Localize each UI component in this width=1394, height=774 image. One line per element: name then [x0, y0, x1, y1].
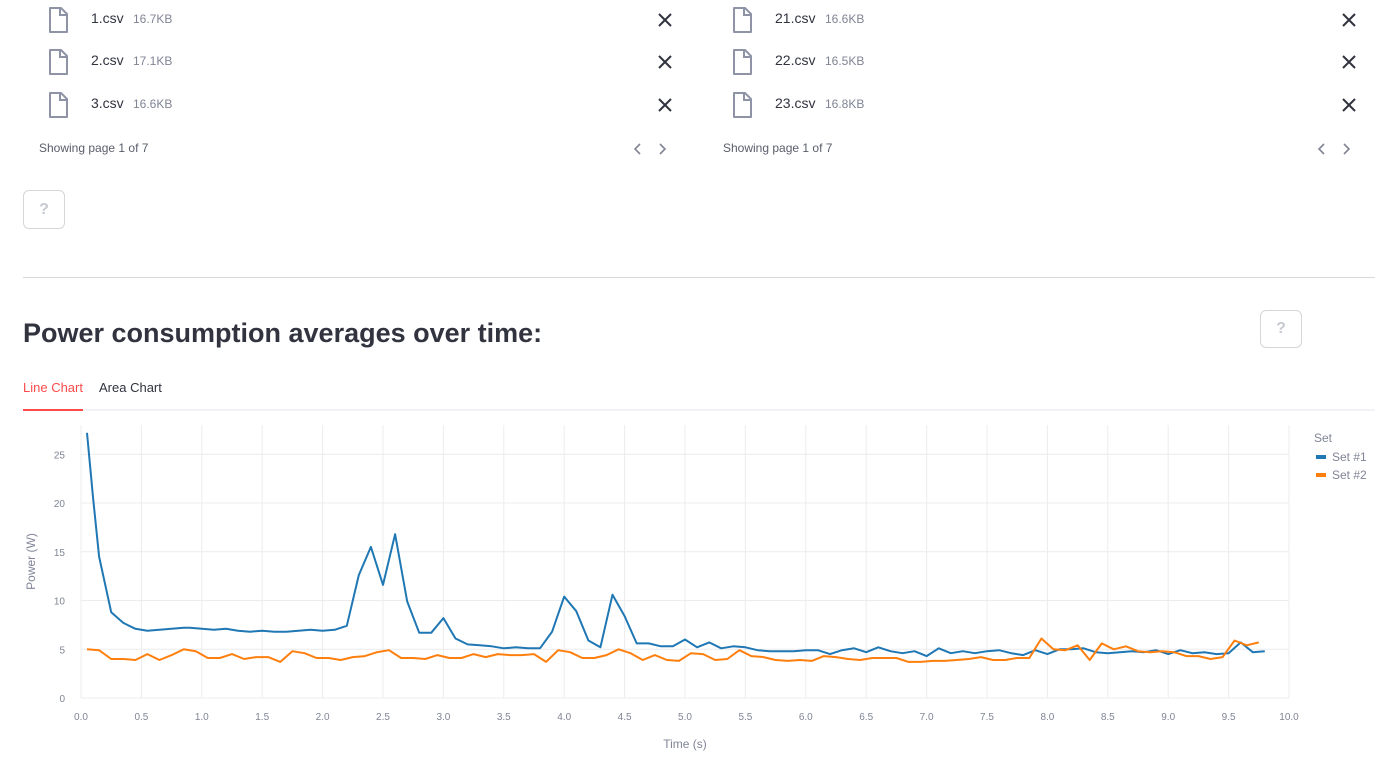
file-size: 16.7KB	[133, 12, 173, 26]
file-size: 16.8KB	[825, 97, 865, 111]
divider	[23, 277, 1375, 278]
legend-swatch	[1316, 455, 1326, 459]
file-item: 23.csv 16.8KB	[707, 85, 1367, 127]
legend-title: Set	[1314, 431, 1333, 445]
help-button[interactable]: ?	[1260, 310, 1302, 348]
file-name: 23.csv	[775, 95, 816, 111]
x-tick-label: 3.5	[497, 712, 511, 723]
file-item: 1.csv 16.7KB	[23, 0, 683, 42]
pager-text: Showing page 1 of 7	[39, 141, 149, 155]
file-icon	[49, 49, 68, 75]
x-tick-label: 9.0	[1161, 712, 1175, 723]
x-tick-label: 1.5	[255, 712, 269, 723]
x-tick-label: 3.0	[436, 712, 450, 723]
x-tick-label: 9.5	[1222, 712, 1236, 723]
file-icon	[733, 7, 752, 33]
file-list-right: 21.csv 16.6KB 22.csv 16.5KB 23.csv 16.8K…	[707, 0, 1367, 170]
pager-text: Showing page 1 of 7	[723, 141, 833, 155]
x-tick-label: 2.5	[376, 712, 390, 723]
close-icon[interactable]	[655, 10, 675, 30]
x-tick-label: 8.5	[1101, 712, 1115, 723]
pagination: Showing page 1 of 7	[723, 140, 1367, 160]
y-axis-title: Power (W)	[24, 533, 38, 590]
help-button[interactable]: ?	[23, 190, 65, 229]
chevron-right-icon[interactable]	[653, 140, 671, 158]
x-axis-title: Time (s)	[663, 737, 707, 751]
file-name: 22.csv	[775, 52, 816, 68]
close-icon[interactable]	[1339, 52, 1359, 72]
file-icon	[49, 7, 68, 33]
file-list-left: 1.csv 16.7KB 2.csv 17.1KB 3.csv 16.6KB S…	[23, 0, 683, 170]
legend-label: Set #2	[1332, 468, 1367, 482]
y-tick-label: 15	[54, 548, 66, 559]
file-size: 16.6KB	[825, 12, 865, 26]
file-icon	[49, 92, 68, 118]
x-tick-label: 6.5	[859, 712, 873, 723]
x-tick-label: 2.0	[316, 712, 330, 723]
legend-label: Set #1	[1332, 450, 1367, 464]
chevron-right-icon[interactable]	[1337, 140, 1355, 158]
file-size: 17.1KB	[133, 54, 173, 68]
x-tick-label: 5.5	[738, 712, 752, 723]
x-tick-label: 7.0	[920, 712, 934, 723]
power-line-chart: 0.0 0.5 1.0 1.5 2.0 2.5 3.0 3.5 4.0 4.5 5.0 5.5 6.0 6…	[24, 425, 1367, 751]
x-tick-label: 0.0	[74, 712, 88, 723]
x-tick-label: 4.5	[618, 712, 632, 723]
file-icon	[733, 49, 752, 75]
x-tick-label: 0.5	[134, 712, 148, 723]
series-line-1	[86, 432, 1265, 658]
x-tick-label: 1.0	[195, 712, 209, 723]
file-icon	[733, 92, 752, 118]
y-tick-label: 25	[54, 450, 66, 461]
chart-tabs: Line Chart Area Chart	[23, 378, 1375, 411]
pagination: Showing page 1 of 7	[39, 140, 683, 160]
close-icon[interactable]	[1339, 95, 1359, 115]
file-size: 16.6KB	[133, 97, 173, 111]
chevron-left-icon[interactable]	[1313, 140, 1331, 158]
x-tick-label: 4.0	[557, 712, 571, 723]
file-size: 16.5KB	[825, 54, 865, 68]
close-icon[interactable]	[655, 95, 675, 115]
x-tick-label: 5.0	[678, 712, 692, 723]
file-item: 3.csv 16.6KB	[23, 85, 683, 127]
y-tick-label: 20	[54, 499, 66, 510]
file-name: 21.csv	[775, 10, 816, 26]
section-heading: Power consumption averages over time:	[23, 318, 543, 348]
y-tick-label: 10	[54, 597, 66, 608]
x-tick-label: 8.0	[1040, 712, 1054, 723]
file-name: 2.csv	[91, 52, 124, 68]
file-name: 3.csv	[91, 95, 124, 111]
y-tick-label: 5	[59, 645, 65, 656]
y-tick-label: 0	[59, 694, 65, 705]
close-icon[interactable]	[655, 52, 675, 72]
file-name: 1.csv	[91, 10, 124, 26]
x-tick-label: 6.0	[799, 712, 813, 723]
file-item: 22.csv 16.5KB	[707, 42, 1367, 84]
close-icon[interactable]	[1339, 10, 1359, 30]
file-item: 2.csv 17.1KB	[23, 42, 683, 84]
tab-area-chart[interactable]: Area Chart	[99, 380, 162, 395]
x-tick-label: 7.5	[980, 712, 994, 723]
series-line-2	[86, 637, 1260, 663]
file-item: 21.csv 16.6KB	[707, 0, 1367, 42]
x-tick-label: 10.0	[1279, 712, 1299, 723]
chevron-left-icon[interactable]	[629, 140, 647, 158]
tab-line-chart[interactable]: Line Chart	[23, 380, 83, 411]
legend-swatch	[1316, 473, 1326, 477]
